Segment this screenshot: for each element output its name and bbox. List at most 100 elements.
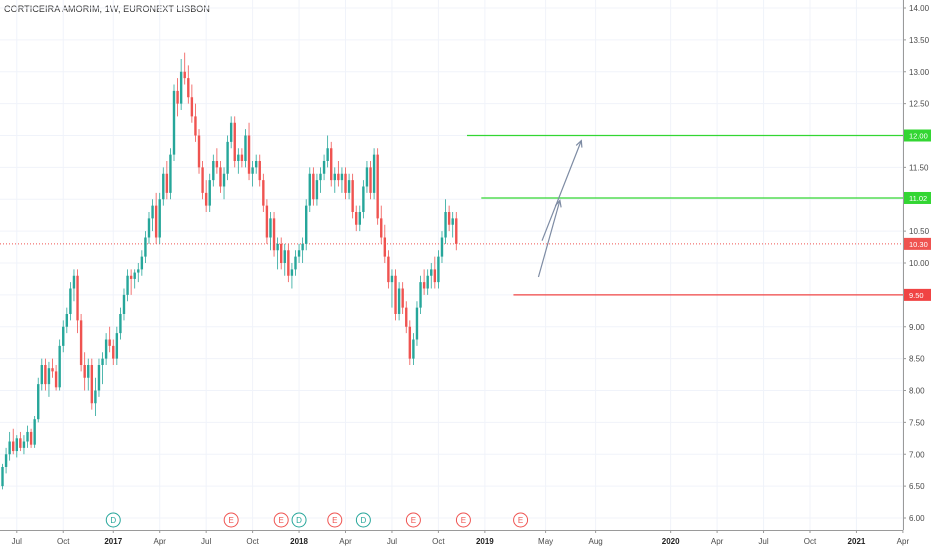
projection-arrowhead (575, 139, 583, 148)
x-tick-label: Jul (12, 537, 22, 546)
y-tick-label: 9.00 (909, 323, 925, 332)
candle-body (44, 365, 47, 385)
level-price-label: 9.50 (909, 291, 924, 300)
candle-body (165, 173, 169, 193)
candle-body (79, 320, 83, 365)
candle-body (137, 269, 140, 273)
x-tick-label: 2018 (290, 537, 308, 546)
grid-lines (0, 0, 904, 530)
x-tick-label: Oct (804, 537, 817, 546)
candle-body (330, 148, 333, 181)
candle-body (229, 122, 233, 142)
candle-body (455, 218, 458, 244)
candle-body (272, 218, 276, 251)
level-price-tag (904, 288, 931, 301)
candle-body (258, 161, 261, 181)
candle-body (126, 275, 129, 295)
candle-body (54, 371, 58, 388)
candle-body (112, 345, 115, 359)
event-marker-circle (223, 512, 239, 528)
candle-body (226, 141, 229, 174)
level-price-tag (904, 129, 931, 142)
candle-body (322, 161, 326, 174)
dividend-marker[interactable]: D (355, 512, 371, 528)
y-tick-label: 13.00 (909, 68, 930, 77)
time-axis[interactable]: Jul Oct 2017 Apr Jul Oct 2018 Apr Jul Oct 2019 May A… (0, 530, 909, 546)
candle-body (172, 90, 176, 155)
candle-body (269, 218, 272, 238)
event-marker-circle (273, 512, 289, 528)
candle-body (204, 192, 208, 206)
event-marker-circle (513, 512, 529, 528)
x-tick-label: Jul (387, 537, 397, 546)
candle-body (4, 454, 8, 467)
candle-body (19, 438, 22, 448)
event-marker-circle (355, 512, 371, 528)
candle-body (358, 212, 361, 225)
candle-body (169, 154, 172, 193)
candle-body (265, 205, 269, 238)
candle-body (340, 173, 344, 181)
candle-body (290, 269, 294, 276)
projection-arrow-line (537, 200, 561, 278)
x-tick-label: Jul (201, 537, 211, 546)
projection-arrows (537, 139, 583, 278)
event-marker-label: D (360, 516, 366, 525)
y-tick-label: 7.50 (909, 418, 925, 427)
candle-body (369, 167, 372, 193)
x-tick-label: Apr (897, 537, 910, 546)
y-tick-label: 6.00 (909, 514, 925, 523)
horizontal-levels (0, 134, 903, 296)
candle-body (351, 180, 354, 212)
candle-body (219, 167, 222, 187)
candle-body (144, 237, 147, 257)
event-marker-circle (327, 512, 343, 528)
earnings-marker[interactable]: E (455, 512, 471, 528)
candle-body (365, 167, 369, 187)
earnings-marker[interactable]: E (223, 512, 239, 528)
candle-body (87, 365, 90, 378)
candle-body (51, 368, 54, 372)
candle-body (33, 419, 36, 445)
candle-body (437, 256, 440, 283)
candle-body (90, 365, 94, 404)
candle-body (422, 282, 426, 289)
x-tick-label: 2017 (104, 537, 122, 546)
candle-body (12, 441, 15, 452)
candle-body (397, 288, 401, 314)
candle-body (37, 384, 40, 420)
earnings-marker[interactable]: E (513, 512, 529, 528)
candle-body (104, 339, 108, 359)
candle-body (26, 431, 29, 442)
candle-body (294, 256, 297, 270)
candle-body (315, 180, 319, 200)
x-tick-label: Jul (758, 537, 768, 546)
candle-body (405, 307, 408, 327)
candle-body (8, 441, 11, 455)
earnings-marker[interactable]: E (273, 512, 289, 528)
candle-body (297, 250, 301, 257)
candle-body (201, 167, 204, 193)
candle-body (319, 173, 322, 181)
earnings-marker[interactable]: E (405, 512, 421, 528)
candle-body (247, 135, 251, 174)
candle-body (372, 154, 376, 193)
dividend-marker[interactable]: D (291, 512, 307, 528)
earnings-marker[interactable]: E (327, 512, 343, 528)
candle-body (376, 154, 379, 219)
candle-body (122, 294, 126, 314)
candle-body (22, 441, 26, 448)
y-tick-label: 12.50 (909, 100, 930, 109)
candle-body (162, 173, 165, 200)
candle-body (412, 339, 415, 359)
candle-body (40, 365, 44, 385)
candle-body (383, 237, 387, 257)
dividend-marker[interactable]: D (105, 512, 121, 528)
price-axis[interactable]: 6.00 6.50 7.00 7.50 8.00 8.50 9.00 9.50 10.00 10.… (903, 0, 931, 530)
x-tick-label: May (538, 537, 553, 546)
candle-body (158, 199, 161, 238)
y-tick-label: 8.50 (909, 355, 925, 364)
candle-body (1, 467, 4, 487)
